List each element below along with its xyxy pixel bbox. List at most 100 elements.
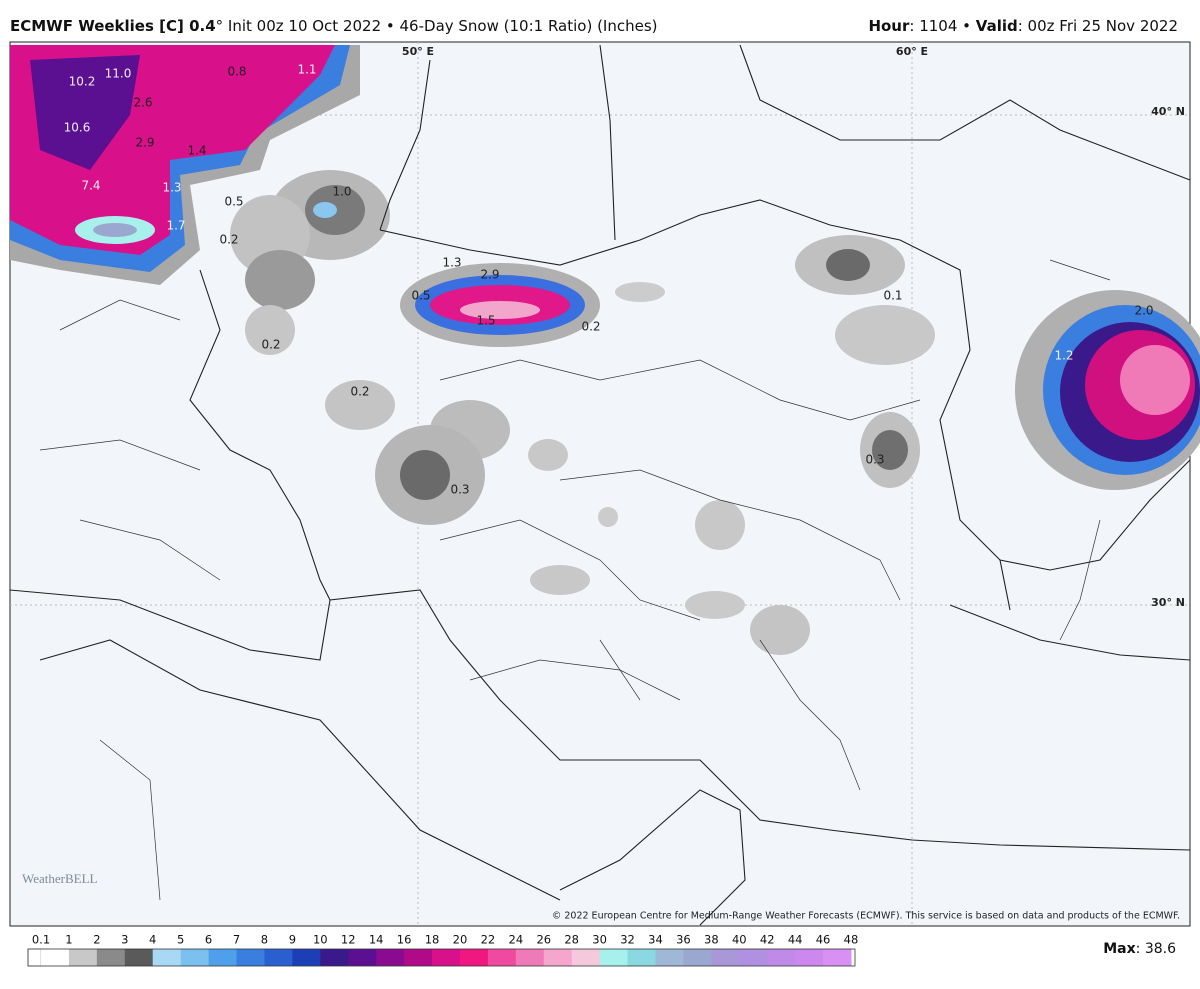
snow-label: 1.0 — [332, 185, 351, 199]
snow-label: 10.2 — [69, 75, 96, 89]
header-title: ECMWF Weeklies [C] 0.4° Init 00z 10 Oct … — [10, 17, 658, 35]
colorbar-label: 3 — [121, 933, 128, 947]
snow-label: 1.4 — [187, 144, 206, 158]
colorbar-cell — [823, 949, 852, 966]
map-frame — [9, 41, 1191, 927]
colorbar-label: 5 — [177, 933, 184, 947]
snow-label: 0.2 — [350, 385, 369, 399]
colorbar-cell — [599, 949, 629, 966]
colorbar-label: 30 — [592, 933, 607, 947]
colorbar-cell — [96, 949, 126, 966]
snow-label: 1.7 — [166, 219, 185, 233]
grid-label: 50° E — [402, 45, 434, 58]
colorbar-label: 10 — [313, 933, 328, 947]
max-value: : 38.6 — [1136, 941, 1176, 957]
colorbar-cell — [459, 949, 489, 966]
colorbar-cell — [208, 949, 238, 966]
snow-label: 0.2 — [261, 338, 280, 352]
hour-label: Hour — [868, 17, 910, 35]
colorbar-cell — [711, 949, 740, 966]
colorbar-label: 0.1 — [32, 933, 50, 947]
colorbar-label: 36 — [676, 933, 691, 947]
colorbar-label: 38 — [704, 933, 719, 947]
colorbar-cell — [404, 949, 433, 966]
snow-label: 0.5 — [411, 289, 430, 303]
colorbar-cell — [348, 949, 377, 966]
colorbar-cell — [767, 949, 796, 966]
colorbar-label: 32 — [620, 933, 635, 947]
colorbar-label: 40 — [732, 933, 747, 947]
colorbar-cell — [27, 948, 42, 967]
valid-value: : 00z Fri 25 Nov 2022 — [1018, 17, 1178, 35]
colorbar-label: 26 — [536, 933, 551, 947]
snow-label: 0.3 — [450, 483, 469, 497]
colorbar-label: 46 — [816, 933, 831, 947]
snow-label: 1.3 — [162, 181, 181, 195]
snow-label: 2.9 — [135, 136, 154, 150]
hour-value: : 1104 • — [909, 17, 971, 35]
colorbar-cell — [236, 949, 265, 966]
colorbar-cell — [376, 949, 405, 966]
colorbar-cell — [264, 949, 293, 966]
snow-label: 2.0 — [1134, 304, 1153, 318]
colorbar-label: 7 — [233, 933, 240, 947]
colorbar-label: 8 — [261, 933, 268, 947]
snow-label: 0.5 — [224, 195, 243, 209]
grid-label: 60° E — [896, 45, 928, 58]
colorbar-label: 4 — [149, 933, 156, 947]
colorbar-cell — [487, 949, 517, 966]
colorbar-label: 16 — [397, 933, 412, 947]
title-bold: ECMWF Weeklies [C] 0.4 — [10, 17, 216, 35]
snow-label: 0.8 — [227, 65, 246, 79]
colorbar-cell — [41, 949, 70, 966]
copyright: © 2022 European Centre for Medium-Range … — [552, 911, 1180, 922]
colorbar-frame — [27, 948, 856, 967]
max: Max: 38.6 — [1103, 941, 1176, 957]
grid-label: 40° N — [1151, 105, 1185, 118]
colorbar-label: 14 — [369, 933, 384, 947]
snow-label: 0.2 — [581, 320, 600, 334]
colorbar-label: 28 — [564, 933, 579, 947]
colorbar-label: 18 — [425, 933, 440, 947]
colorbar-cell — [795, 949, 824, 966]
title-rest: ° Init 00z 10 Oct 2022 • 46-Day Snow (10… — [216, 17, 658, 35]
grid-labels: 50° E 60° E 40° N 30° N — [402, 45, 1185, 609]
snow-label: 11.0 — [105, 67, 132, 81]
snow-label: 1.2 — [1054, 349, 1073, 363]
snow-label: 1.3 — [442, 256, 461, 270]
colorbar-cell — [432, 949, 461, 966]
snow-label: 7.4 — [81, 179, 100, 193]
logo: WeatherBELL — [22, 871, 98, 886]
header-valid: Hour: 1104 • Valid: 00z Fri 25 Nov 2022 — [868, 17, 1178, 35]
colorbar-label: 22 — [481, 933, 496, 947]
map: 10.2 11.0 0.8 1.1 2.6 10.6 2.9 1.4 7.4 1.3 0.5 1.0 1… — [9, 42, 1200, 926]
snow-label: 0.1 — [883, 289, 902, 303]
snow-label: 2.9 — [480, 268, 499, 282]
colorbar-label: 48 — [844, 933, 859, 947]
colorbar-label: 6 — [205, 933, 212, 947]
colorbar-label: 42 — [760, 933, 775, 947]
grid-label: 30° N — [1151, 596, 1185, 609]
colorbar-label: 20 — [453, 933, 468, 947]
snow-label: 0.3 — [865, 453, 884, 467]
colorbar-cell — [180, 949, 210, 966]
colorbar-label: 24 — [509, 933, 524, 947]
snow-label: 0.2 — [219, 233, 238, 247]
colorbar-cell — [683, 949, 712, 966]
colorbar-label: 34 — [648, 933, 663, 947]
colorbar-label: 9 — [289, 933, 296, 947]
colorbar-cell — [292, 949, 321, 966]
colorbar-cell — [320, 949, 349, 966]
snow-label: 2.6 — [133, 96, 152, 110]
snow-field — [10, 45, 1200, 655]
colorbar-cell — [739, 949, 768, 966]
colorbar-cell — [627, 949, 656, 966]
colorbar-cell — [68, 949, 98, 966]
colorbar-cell — [124, 949, 154, 966]
legend: 0.1 1 2 3 4 5 6 7 8 9 10 12 14 16 18 20 22 24 26 28 30 32 34 36… — [27, 933, 859, 967]
snow-label: 1.1 — [297, 63, 316, 77]
snow-label: 1.5 — [476, 314, 495, 328]
colorbar-label: 12 — [341, 933, 356, 947]
valid-label: Valid — [976, 17, 1018, 35]
